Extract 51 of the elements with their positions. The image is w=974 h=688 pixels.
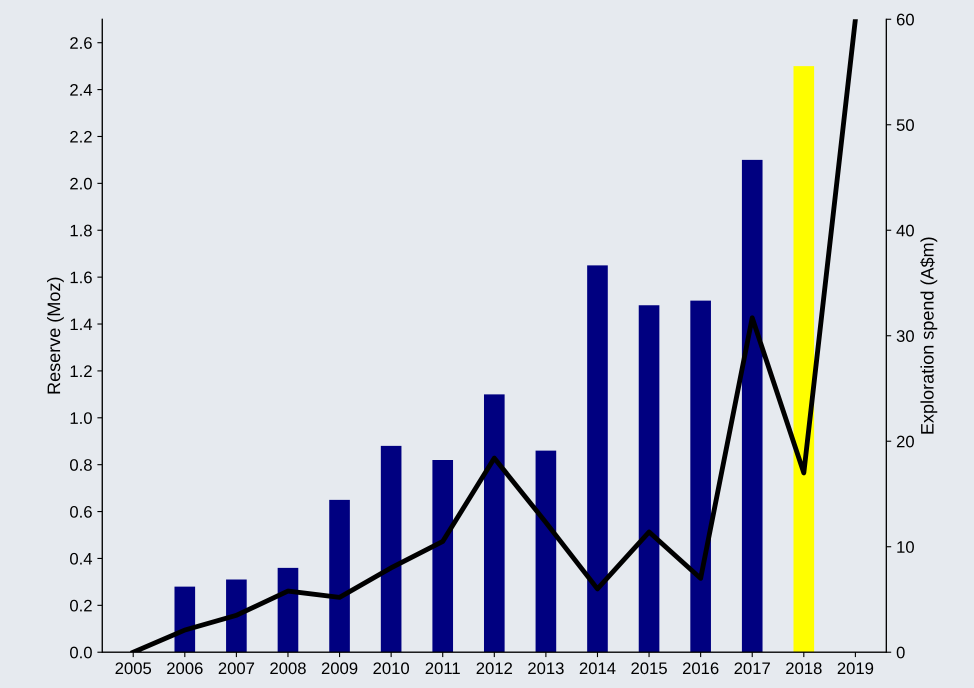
y-tick-label: 1.4: [70, 318, 92, 330]
y2-tick-label: 60: [896, 14, 914, 26]
y2-tick-label: 50: [896, 119, 914, 131]
bar: [329, 500, 350, 652]
x-tick-label: 2011: [426, 662, 460, 674]
bar: [226, 580, 247, 652]
y-tick-label: 2.2: [70, 130, 92, 143]
bar: [742, 160, 763, 652]
y-tick-label: 1.8: [70, 224, 92, 236]
bar: [793, 66, 814, 652]
bar: [587, 265, 608, 652]
x-tick-label: 2018: [786, 662, 822, 674]
x-tick-label: 2019: [838, 662, 874, 674]
y-tick-label: 0.2: [70, 600, 92, 612]
y-axis-title: Reserve (Moz): [46, 278, 64, 394]
y2-tick-label: 40: [896, 224, 914, 236]
y-tick-label: 0.8: [70, 459, 92, 471]
bar: [484, 394, 505, 652]
x-tick-label: 2014: [580, 662, 616, 674]
bar: [536, 450, 556, 652]
y-tick-label: 1.2: [70, 365, 92, 377]
x-tick-label: 2009: [322, 662, 358, 674]
bar: [638, 305, 660, 652]
y2-tick-label: 10: [897, 541, 914, 553]
bar: [174, 586, 196, 652]
bar: [432, 460, 454, 652]
x-tick-label: 2005: [116, 662, 152, 674]
x-tick-label: 2015: [631, 662, 667, 674]
y2-axis-title: Exploration spend (A$m): [920, 238, 938, 434]
x-tick-label: 2016: [682, 662, 718, 674]
x-tick-label: 2006: [167, 662, 203, 674]
bar: [380, 446, 402, 652]
bar: [690, 300, 711, 652]
y-tick-label: 0.6: [70, 506, 92, 518]
x-tick-label: 2010: [373, 662, 410, 674]
x-tick-label: 2012: [476, 662, 512, 674]
y-tick-label: 2.6: [70, 37, 92, 49]
x-tick-label: 2017: [734, 662, 770, 674]
y-tick-label: 1.0: [70, 412, 92, 424]
x-tick-label: 2008: [270, 662, 306, 674]
y-tick-label: 0.4: [70, 552, 92, 565]
x-tick-label: 2013: [528, 662, 564, 674]
y-tick-label: 0.0: [70, 646, 92, 658]
x-tick-label: 2007: [218, 662, 254, 674]
y-tick-label: 1.6: [70, 272, 92, 284]
bar: [278, 568, 298, 652]
y2-tick-label: 20: [896, 436, 914, 448]
y-tick-label: 2.4: [70, 84, 92, 96]
y2-tick-label: 30: [896, 330, 914, 342]
y-tick-label: 2.0: [70, 178, 92, 190]
y2-tick-label: 0: [896, 646, 905, 658]
